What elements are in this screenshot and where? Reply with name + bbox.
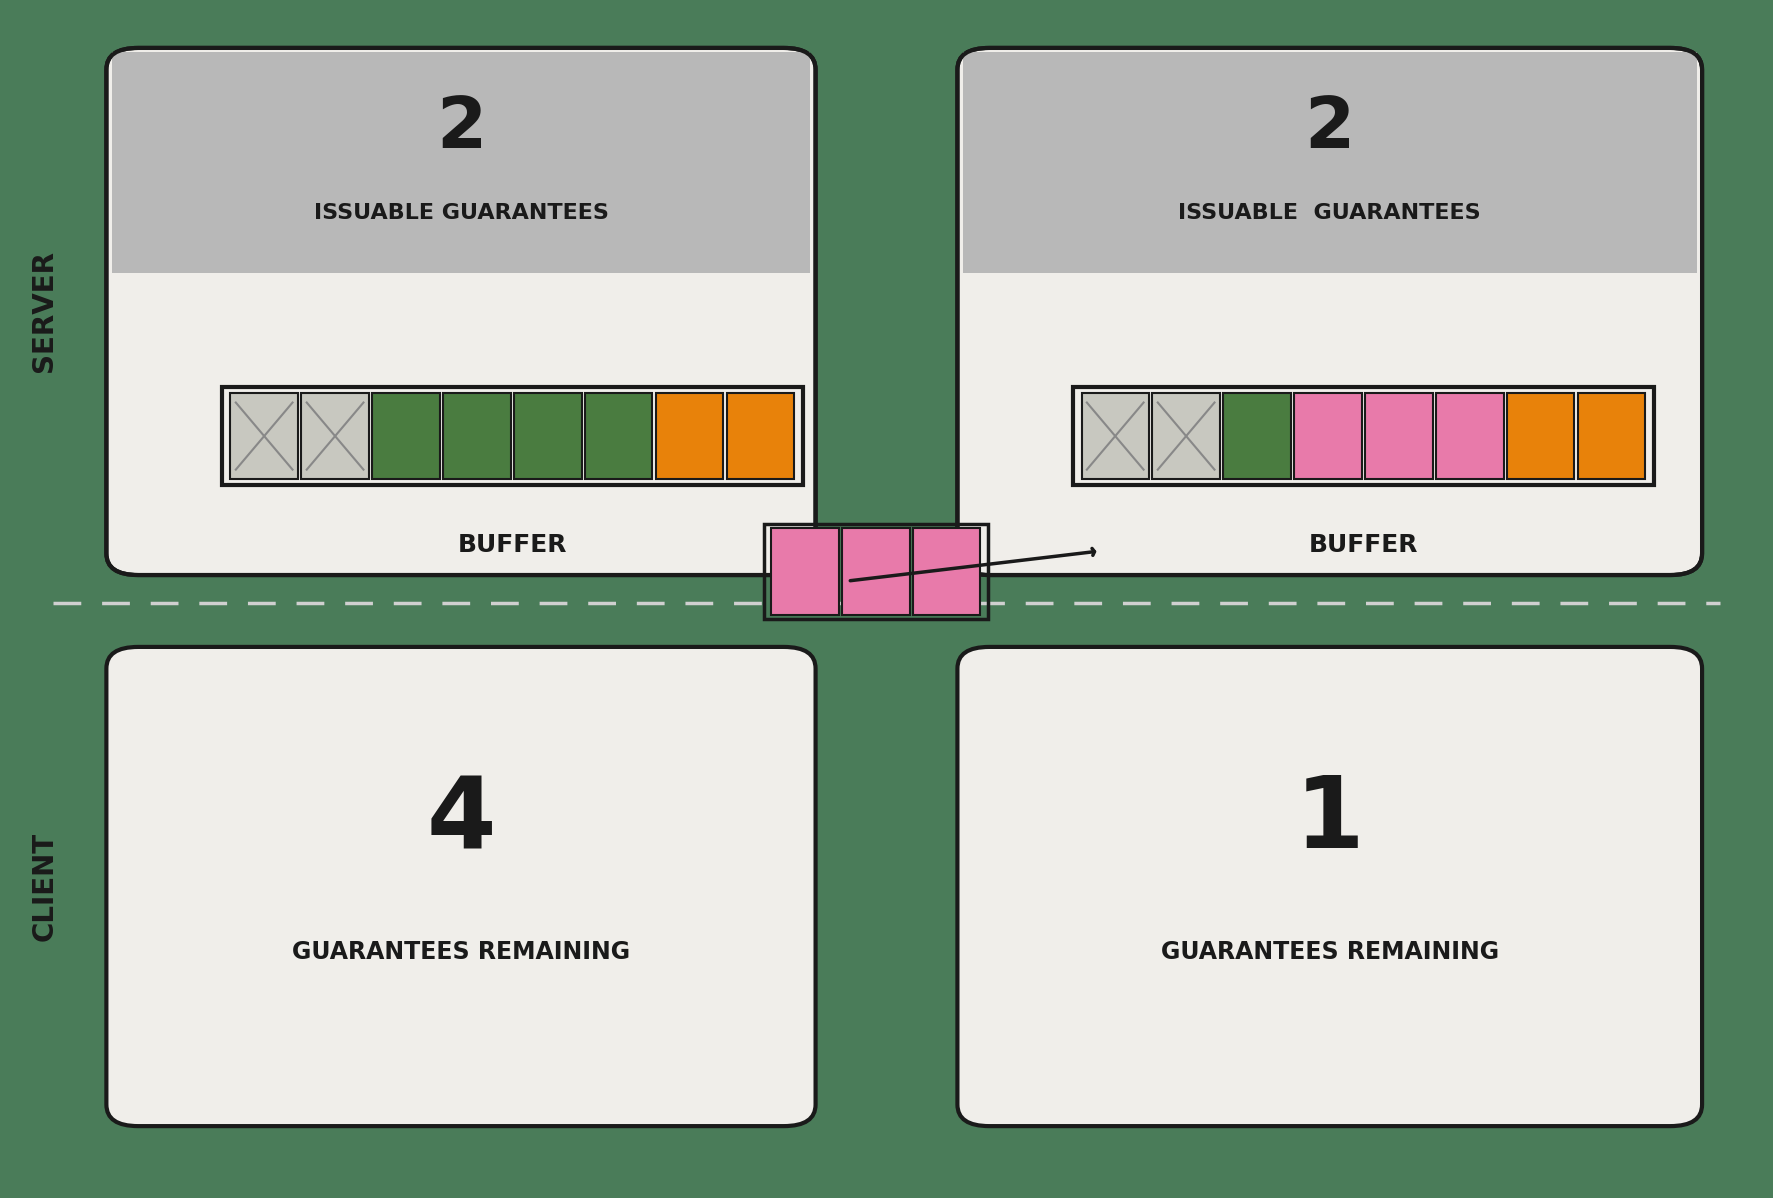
FancyBboxPatch shape [1365,393,1433,479]
FancyBboxPatch shape [301,393,369,479]
Bar [963,52,1697,273]
FancyBboxPatch shape [372,393,440,479]
FancyBboxPatch shape [1436,393,1504,479]
Text: ISSUABLE  GUARANTEES: ISSUABLE GUARANTEES [1179,202,1480,223]
FancyBboxPatch shape [727,393,794,479]
Text: BUFFER: BUFFER [1308,533,1418,557]
FancyBboxPatch shape [514,393,582,479]
FancyBboxPatch shape [1152,393,1220,479]
FancyBboxPatch shape [230,393,298,479]
Text: ISSUABLE GUARANTEES: ISSUABLE GUARANTEES [314,202,608,223]
Text: BUFFER: BUFFER [457,533,567,557]
Text: CLIENT: CLIENT [30,831,59,942]
FancyBboxPatch shape [957,647,1702,1126]
FancyBboxPatch shape [585,393,652,479]
Text: 2: 2 [1305,95,1355,163]
FancyBboxPatch shape [656,393,723,479]
FancyBboxPatch shape [1082,393,1149,479]
FancyBboxPatch shape [106,647,816,1126]
Bar [764,524,988,619]
FancyBboxPatch shape [1507,393,1574,479]
Bar [913,528,980,615]
FancyBboxPatch shape [1578,393,1645,479]
Text: 1: 1 [1294,773,1365,869]
FancyBboxPatch shape [443,393,511,479]
Bar [842,528,910,615]
Bar [112,52,810,273]
Text: GUARANTEES REMAINING: GUARANTEES REMAINING [293,940,629,964]
Bar [771,528,839,615]
FancyBboxPatch shape [957,48,1702,575]
Text: 2: 2 [436,95,486,163]
Text: 4: 4 [426,773,496,869]
FancyBboxPatch shape [1294,393,1362,479]
FancyBboxPatch shape [1223,393,1291,479]
FancyBboxPatch shape [106,48,816,575]
Text: GUARANTEES REMAINING: GUARANTEES REMAINING [1161,940,1498,964]
Text: SERVER: SERVER [30,250,59,373]
